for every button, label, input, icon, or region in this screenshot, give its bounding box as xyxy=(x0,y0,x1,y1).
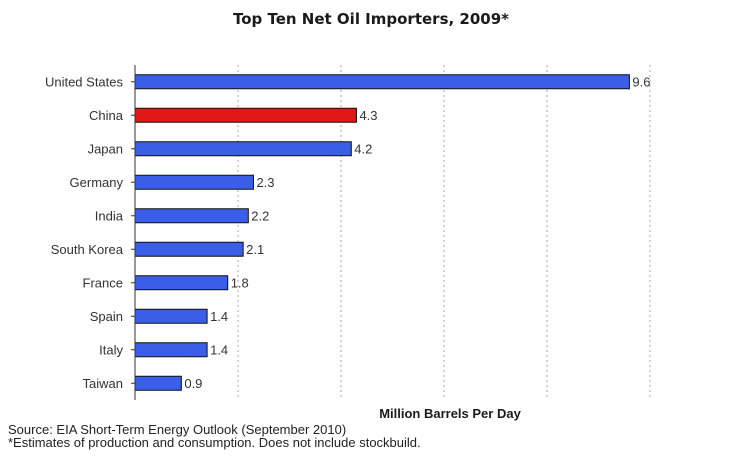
value-labels: 9.6 4.3 4.2 2.3 2.2 2.1 1.8 1.4 1.4 0.9 xyxy=(184,74,650,391)
category-label: France xyxy=(83,275,123,290)
bar-germany xyxy=(134,174,254,190)
value-label: 4.3 xyxy=(359,108,377,123)
category-label: China xyxy=(89,108,124,123)
bar-taiwan xyxy=(134,375,182,391)
bar-italy xyxy=(134,342,208,358)
category-label: Taiwan xyxy=(83,376,123,391)
value-label: 2.3 xyxy=(256,175,274,190)
x-axis-label: Million Barrels Per Day xyxy=(379,406,521,421)
bar-united-states xyxy=(134,74,630,90)
value-label: 0.9 xyxy=(184,376,202,391)
bar-india xyxy=(134,208,249,224)
value-label: 2.2 xyxy=(251,208,269,223)
bar-south-korea xyxy=(134,241,244,257)
footnote: *Estimates of production and consumption… xyxy=(8,435,421,450)
category-label: South Korea xyxy=(51,242,124,257)
bars xyxy=(131,74,630,391)
value-label: 4.2 xyxy=(354,141,372,156)
category-label: India xyxy=(95,208,124,223)
value-label: 1.4 xyxy=(210,342,228,357)
bar-spain xyxy=(134,308,208,324)
value-label: 1.8 xyxy=(231,275,249,290)
bar-france xyxy=(134,275,229,291)
chart-title: Top Ten Net Oil Importers, 2009* xyxy=(232,10,510,28)
category-label: United States xyxy=(45,74,124,89)
value-label: 1.4 xyxy=(210,309,228,324)
value-label: 9.6 xyxy=(632,74,650,89)
category-labels: United States China Japan Germany India South… xyxy=(45,74,124,391)
bar-china xyxy=(134,107,357,123)
bar-japan xyxy=(134,141,352,157)
category-label: Spain xyxy=(90,309,123,324)
value-label: 2.1 xyxy=(246,242,264,257)
category-label: Germany xyxy=(70,175,124,190)
source-note: Source: EIA Short-Term Energy Outlook (S… xyxy=(8,422,347,437)
category-label: Japan xyxy=(88,141,123,156)
category-label: Italy xyxy=(99,342,123,357)
